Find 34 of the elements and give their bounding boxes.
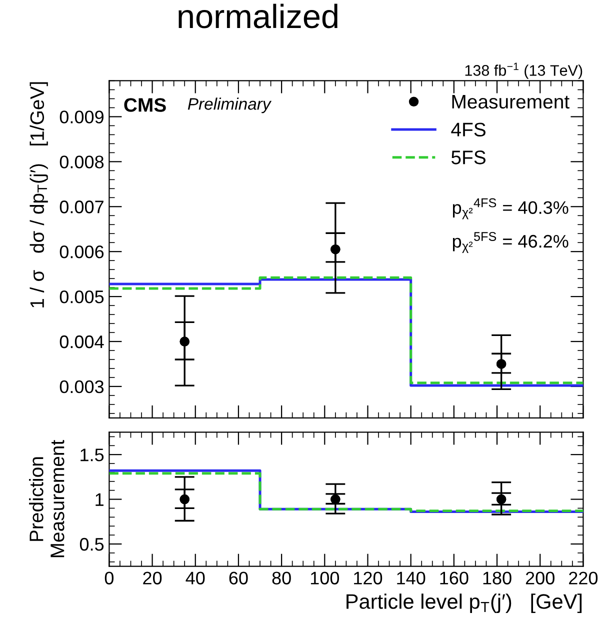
x-tick-label: 0 xyxy=(104,572,114,584)
legend-label: Measurement xyxy=(452,95,570,109)
x-tick-label: 180 xyxy=(483,572,512,584)
y-tick-label: 0.007 xyxy=(60,200,104,214)
x-tick-label: 200 xyxy=(526,572,554,584)
x-tick-label: 140 xyxy=(397,572,426,584)
annotation: p$_{χ²}$$^{5FS}$ = 46.2% xyxy=(452,232,568,254)
x-tick-label: 60 xyxy=(229,572,248,584)
x-axis-title: Particle level p$_{T}$(j′) [GeV] xyxy=(346,594,582,614)
chart-title: normalized xyxy=(178,4,338,28)
x-tick-label: 120 xyxy=(354,572,382,584)
y-tick-label: 0.008 xyxy=(60,156,104,168)
y-tick-label: 1.5 xyxy=(80,448,104,462)
x-tick-label: 100 xyxy=(310,572,340,584)
x-tick-label: 20 xyxy=(143,572,162,584)
y-tick-label: 1 xyxy=(96,493,104,506)
y-tick-label: 0.004 xyxy=(60,335,104,348)
legend-label: 4FS xyxy=(451,122,486,136)
y-tick-label: 0.009 xyxy=(60,110,104,124)
x-tick-label: 160 xyxy=(440,572,468,584)
y-tick-label: 0.003 xyxy=(60,380,104,394)
y-tick-label: 0.005 xyxy=(60,290,104,304)
annotation: Preliminary xyxy=(188,98,272,114)
annotation: CMS xyxy=(124,98,166,112)
x-tick-label: 220 xyxy=(569,572,598,584)
y-axis-title: Prediction Measurement xyxy=(29,440,64,558)
text: 138 fb$^{−1}$ (13 TeV) xyxy=(465,62,582,79)
y-tick-label: 0.006 xyxy=(60,246,104,258)
annotation: p$_{χ²}$$^{4FS}$ = 40.3% xyxy=(452,198,568,220)
y-axis-title: 1 / σ dσ / dp$_{T}$(j′) [1/GeV] xyxy=(30,82,48,308)
y-tick-label: 0.5 xyxy=(80,538,104,551)
x-tick-label: 80 xyxy=(272,572,291,584)
x-tick-label: 40 xyxy=(186,572,205,584)
legend-label: 5FS xyxy=(451,150,486,164)
